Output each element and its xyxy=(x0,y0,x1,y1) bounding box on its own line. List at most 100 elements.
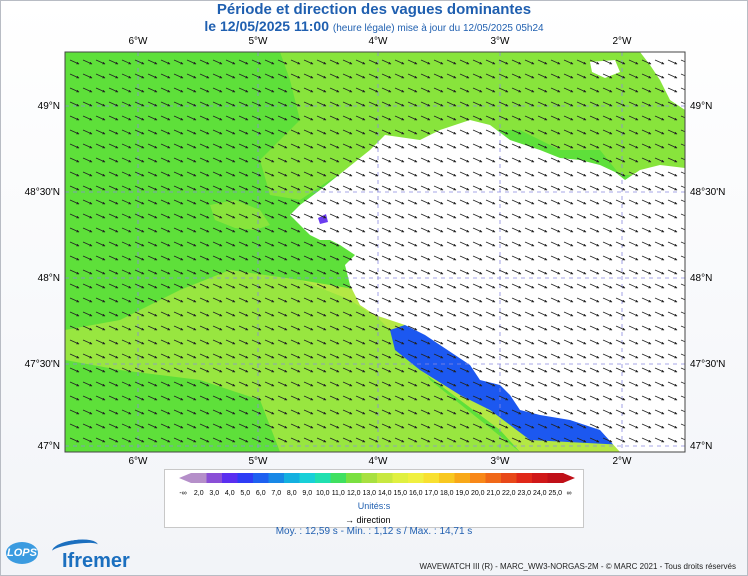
direction-arrow xyxy=(485,339,496,345)
direction-arrow xyxy=(316,213,327,219)
direction-label: direction xyxy=(356,515,391,525)
direction-arrow xyxy=(498,129,509,135)
direction-arrow xyxy=(407,339,418,345)
direction-arrow xyxy=(186,241,197,247)
direction-arrow xyxy=(641,73,652,79)
direction-arrow xyxy=(355,199,366,205)
direction-arrow xyxy=(108,283,119,289)
direction-arrow xyxy=(238,283,249,289)
direction-arrow xyxy=(264,269,275,275)
direction-arrow xyxy=(576,269,587,275)
direction-arrow xyxy=(433,171,444,177)
direction-arrow xyxy=(394,297,405,303)
direction-arrow xyxy=(95,325,106,331)
direction-arrow xyxy=(303,227,314,233)
legend-tick-label: 8,0 xyxy=(287,490,297,497)
direction-arrow xyxy=(121,171,132,177)
direction-arrow xyxy=(121,325,132,331)
direction-arrow xyxy=(290,227,301,233)
direction-arrow xyxy=(69,115,80,121)
direction-arrow xyxy=(225,59,236,65)
direction-arrow xyxy=(212,297,223,303)
direction-arrow xyxy=(95,157,106,163)
direction-arrow xyxy=(355,101,366,107)
direction-arrow xyxy=(446,255,457,261)
direction-arrow xyxy=(446,269,457,275)
direction-arrow xyxy=(160,143,171,149)
direction-arrow xyxy=(407,87,418,93)
direction-arrow xyxy=(69,213,80,219)
direction-arrow xyxy=(615,255,626,261)
direction-arrow xyxy=(303,213,314,219)
direction-arrow xyxy=(199,339,210,345)
direction-arrow xyxy=(82,297,93,303)
direction-arrow xyxy=(108,171,119,177)
legend-tick-label: 21,0 xyxy=(486,490,500,497)
direction-arrow xyxy=(446,115,457,121)
direction-arrow xyxy=(537,157,548,163)
direction-arrow xyxy=(212,213,223,219)
direction-arrow xyxy=(316,59,327,65)
direction-arrow xyxy=(212,101,223,107)
direction-arrow xyxy=(95,339,106,345)
direction-arrow xyxy=(680,59,685,63)
direction-arrow xyxy=(342,297,353,303)
direction-arrow xyxy=(446,143,457,149)
direction-arrow xyxy=(303,325,314,331)
direction-arrow xyxy=(615,143,626,149)
direction-arrow xyxy=(641,143,652,149)
direction-arrow xyxy=(381,199,392,205)
direction-arrow xyxy=(563,269,574,275)
legend-color-swatch xyxy=(253,473,269,483)
direction-arrow xyxy=(485,311,496,317)
direction-arrow xyxy=(329,59,340,65)
direction-arrow xyxy=(173,73,184,79)
direction-arrow xyxy=(69,325,80,331)
direction-arrow xyxy=(641,185,652,191)
map-title: Période et direction des vagues dominant… xyxy=(216,1,532,18)
lon-label-bottom: 6°W xyxy=(129,456,149,467)
direction-arrow xyxy=(459,297,470,303)
direction-arrow xyxy=(498,339,509,345)
direction-arrow xyxy=(433,199,444,205)
direction-arrow xyxy=(160,59,171,65)
direction-arrow xyxy=(407,325,418,331)
direction-arrow xyxy=(368,73,379,79)
direction-arrow xyxy=(524,101,535,107)
direction-arrow xyxy=(82,185,93,191)
direction-arrow xyxy=(303,115,314,121)
direction-arrow xyxy=(329,185,340,191)
direction-arrow xyxy=(472,171,483,177)
direction-arrow xyxy=(160,185,171,191)
direction-arrow xyxy=(290,255,301,261)
direction-arrow xyxy=(121,241,132,247)
direction-arrow xyxy=(82,283,93,289)
direction-arrow xyxy=(381,87,392,93)
direction-arrow xyxy=(641,171,652,177)
direction-arrow xyxy=(251,87,262,93)
direction-arrow xyxy=(160,227,171,233)
legend-tick-label: 3,0 xyxy=(209,490,219,497)
direction-arrow xyxy=(498,157,509,163)
direction-arrow xyxy=(342,143,353,149)
direction-arrow xyxy=(459,129,470,135)
direction-arrow xyxy=(329,255,340,261)
direction-arrow xyxy=(407,311,418,317)
direction-arrow xyxy=(186,87,197,93)
legend-tick-label: 13,0 xyxy=(362,490,376,497)
direction-arrow xyxy=(615,227,626,233)
direction-arrow xyxy=(511,59,522,65)
direction-arrow xyxy=(264,101,275,107)
direction-arrow xyxy=(420,227,431,233)
direction-arrow xyxy=(303,73,314,79)
direction-arrow xyxy=(199,325,210,331)
update-note: (heure légale) mise à jour du 12/05/2025… xyxy=(332,23,544,34)
direction-arrow xyxy=(667,297,678,303)
legend-color-swatch xyxy=(222,473,238,483)
direction-arrow xyxy=(225,255,236,261)
direction-arrow xyxy=(485,115,496,121)
direction-arrow xyxy=(173,283,184,289)
direction-arrow xyxy=(524,269,535,275)
direction-arrow xyxy=(69,227,80,233)
direction-arrow xyxy=(368,283,379,289)
